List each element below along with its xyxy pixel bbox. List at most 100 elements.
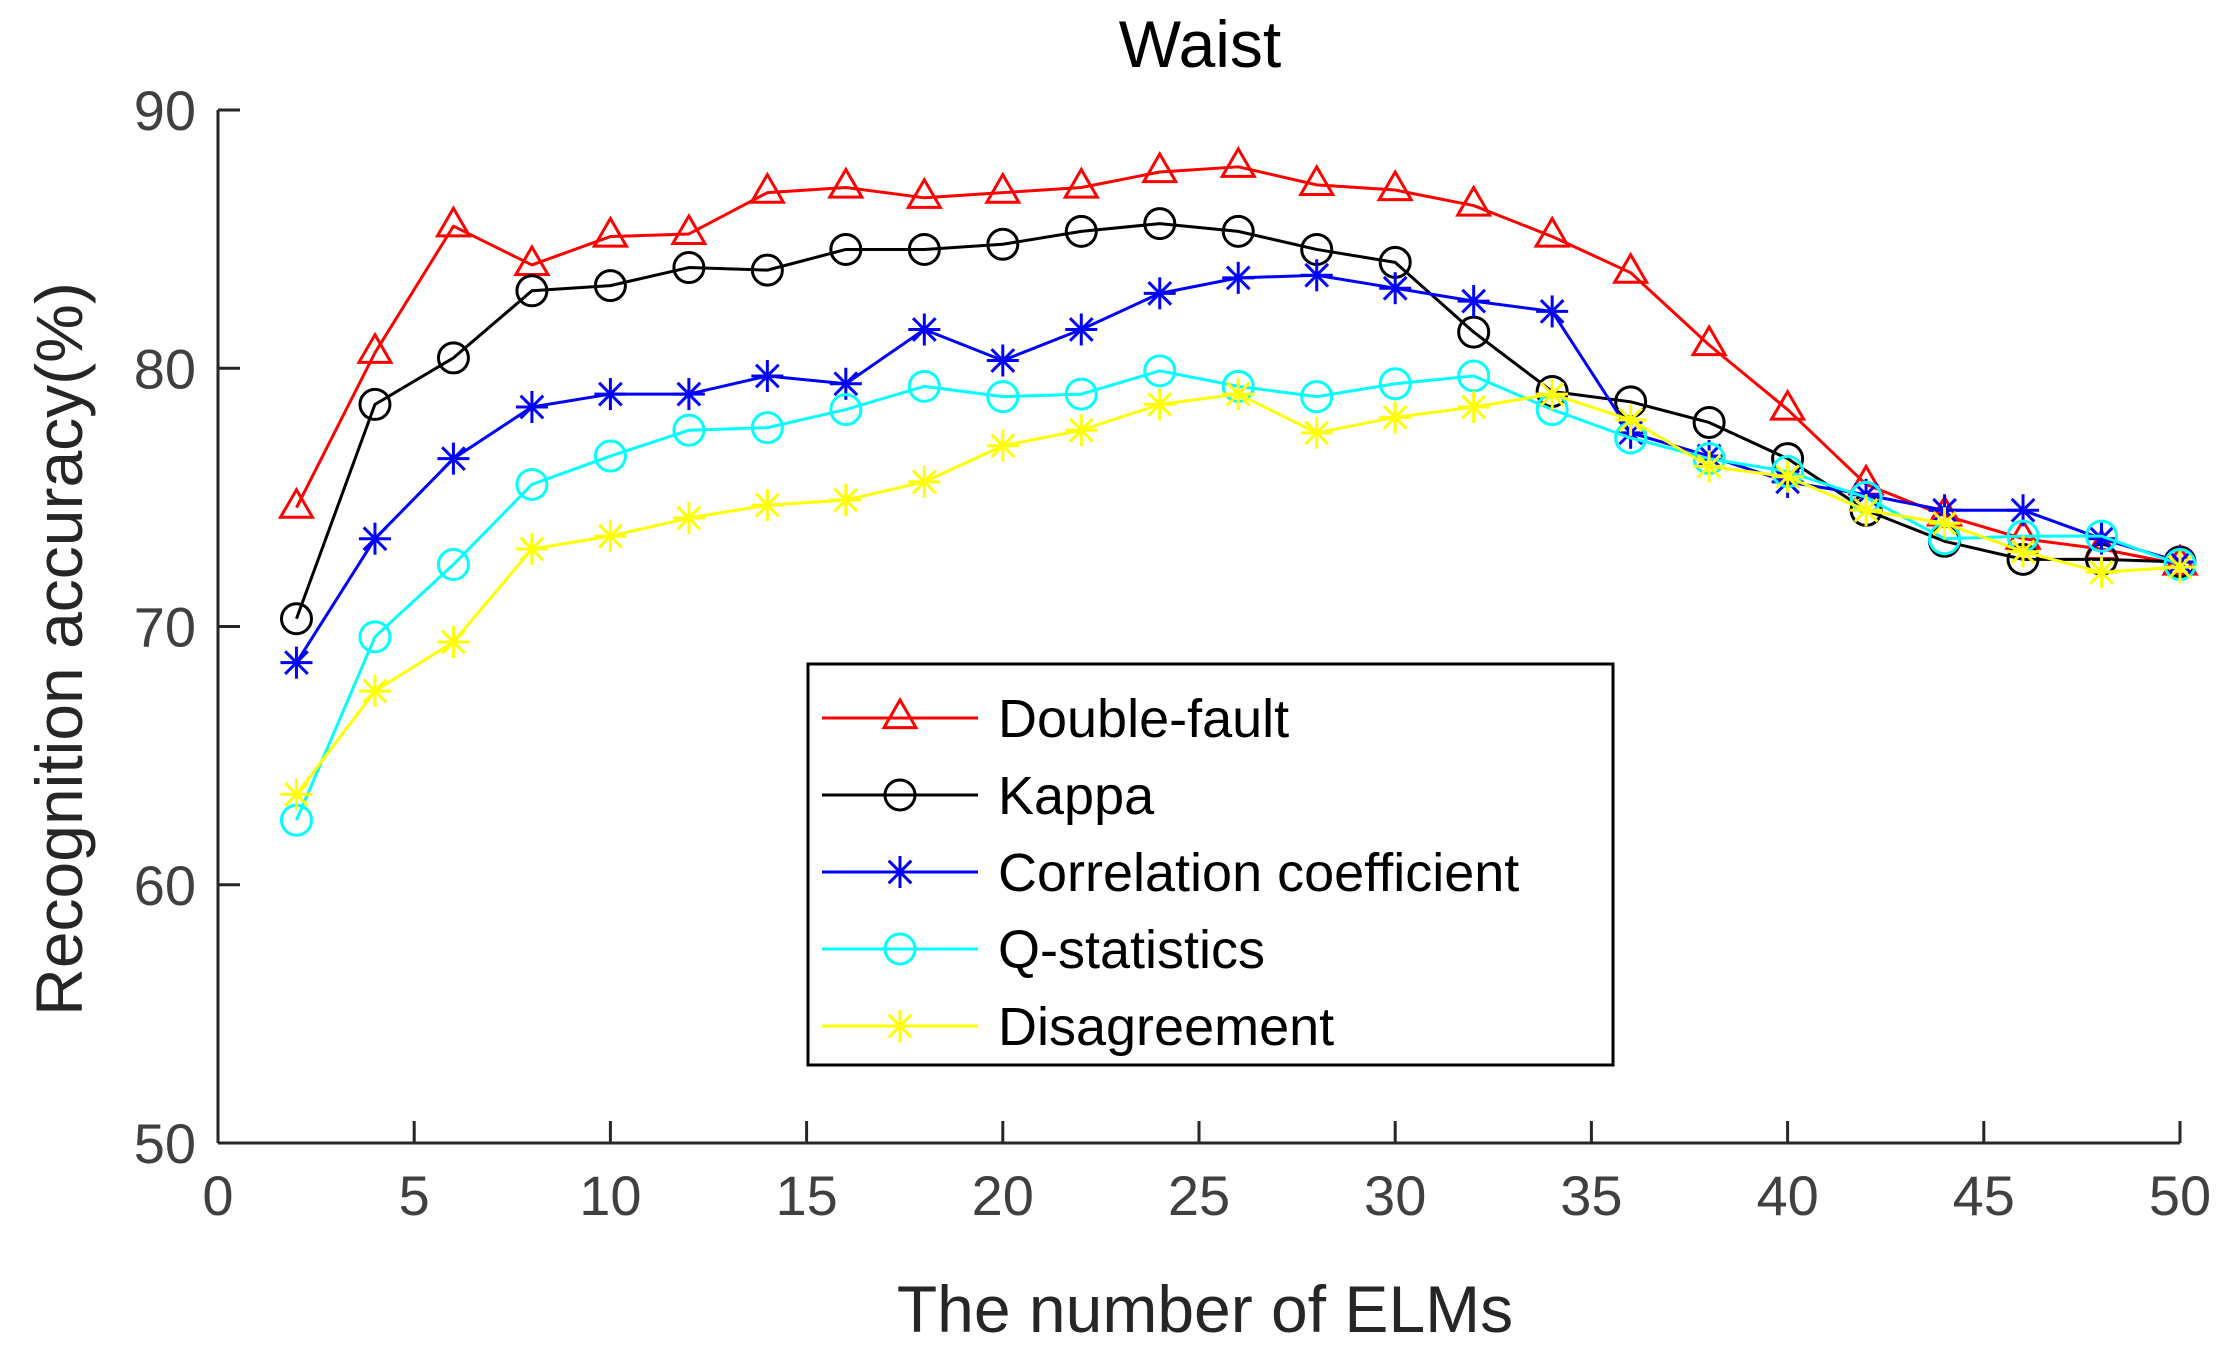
y-tick-label: 80: [134, 337, 196, 400]
legend-item: Kappa: [822, 766, 1155, 826]
data-point: [1850, 494, 1883, 527]
chart-title: Waist: [1119, 7, 1282, 81]
data-point: [591, 215, 630, 248]
series-line: [295, 165, 2181, 566]
legend-marker: [883, 932, 917, 966]
series-double-fault: [277, 145, 2199, 576]
data-point: [986, 380, 1020, 414]
data-point: [1457, 285, 1490, 318]
x-axis-title: The number of ELMs: [897, 1272, 1513, 1346]
data-point: [1457, 390, 1490, 423]
data-point: [984, 171, 1022, 204]
data-point: [907, 232, 941, 266]
data-point: [1536, 295, 1569, 328]
legend-item: Double-fault: [822, 689, 1289, 749]
data-point: [905, 176, 943, 209]
data-point: [358, 387, 392, 421]
data-point: [358, 522, 391, 555]
x-tick-label: 15: [775, 1164, 837, 1227]
data-point: [908, 465, 941, 498]
x-tick-label: 10: [579, 1164, 641, 1227]
data-point: [2085, 556, 2118, 589]
data-point: [1141, 150, 1179, 184]
x-tick-label: 0: [202, 1164, 233, 1227]
data-point: [829, 483, 862, 516]
y-tick-label: 60: [134, 854, 196, 917]
data-point: [670, 212, 708, 246]
data-point: [1143, 277, 1176, 310]
data-point: [1536, 378, 1569, 411]
data-point: [2007, 535, 2040, 568]
legend-label: Correlation coefficient: [998, 843, 1519, 903]
data-point: [593, 269, 627, 303]
data-point: [434, 205, 473, 238]
data-point: [594, 378, 627, 411]
data-point: [986, 429, 1019, 462]
data-point: [358, 675, 391, 708]
x-tick-label: 30: [1364, 1164, 1426, 1227]
data-point: [672, 502, 705, 535]
data-point: [2085, 519, 2119, 553]
data-point: [280, 646, 313, 679]
data-point: [908, 313, 941, 346]
data-point: [1612, 251, 1650, 284]
data-point: [280, 778, 313, 811]
y-tick-label: 70: [134, 596, 196, 659]
series-disagreement: [280, 378, 2196, 811]
data-point: [748, 171, 786, 204]
data-point: [594, 520, 627, 553]
legend-marker: [884, 856, 916, 888]
data-point: [1693, 450, 1726, 483]
legend-box: [806, 662, 1615, 1067]
y-tick-label: 50: [134, 1112, 196, 1175]
legend-label: Q-statistics: [998, 920, 1265, 980]
data-point: [515, 533, 548, 566]
data-point: [1379, 272, 1412, 305]
data-point: [1300, 380, 1334, 414]
data-point: [986, 227, 1020, 261]
data-point: [827, 166, 865, 199]
data-point: [437, 442, 470, 475]
legend-item: Correlation coefficient: [822, 843, 1519, 903]
x-tick-label: 35: [1560, 1164, 1622, 1227]
axes: 0 5 10 15 20 25 30 35 40 45 50 50 60 70 80 90: [134, 79, 2211, 1227]
data-point: [356, 331, 394, 364]
data-point: [672, 251, 706, 285]
data-point: [1768, 388, 1807, 421]
data-point: [2007, 494, 2040, 527]
data-point: [1692, 405, 1726, 439]
data-point: [1771, 460, 1804, 493]
legend-item: Q-statistics: [822, 920, 1265, 980]
data-point: [1143, 388, 1176, 421]
x-tick-label: 5: [399, 1164, 430, 1227]
legend-label: Double-fault: [998, 689, 1289, 749]
data-point: [277, 486, 316, 519]
data-point: [1614, 403, 1647, 436]
data-point: [1928, 507, 1961, 540]
data-point: [1143, 207, 1177, 241]
legend-marker: [881, 697, 919, 730]
data-point: [515, 467, 549, 501]
x-tick-label: 40: [1756, 1164, 1818, 1227]
data-point: [1143, 354, 1177, 388]
data-point: [672, 378, 705, 411]
series-correlation-coefficient: [280, 259, 2196, 679]
data-point: [1065, 313, 1098, 346]
data-point: [829, 393, 863, 427]
data-point: [515, 274, 549, 308]
legend-item: Disagreement: [822, 997, 1334, 1057]
x-tick-label: 50: [2149, 1164, 2211, 1227]
data-point: [1376, 169, 1414, 202]
data-point: [515, 390, 548, 423]
series-layer: [277, 145, 2199, 837]
data-point: [1062, 166, 1100, 199]
data-point: [279, 602, 313, 636]
data-point: [437, 625, 470, 658]
data-point: [2164, 551, 2196, 584]
data-point: [1064, 377, 1098, 411]
data-point: [1222, 261, 1255, 294]
data-point: [1690, 324, 1728, 357]
legend: Double-fault Kappa Correlation coefficient…: [806, 662, 1615, 1067]
data-point: [1064, 214, 1098, 248]
